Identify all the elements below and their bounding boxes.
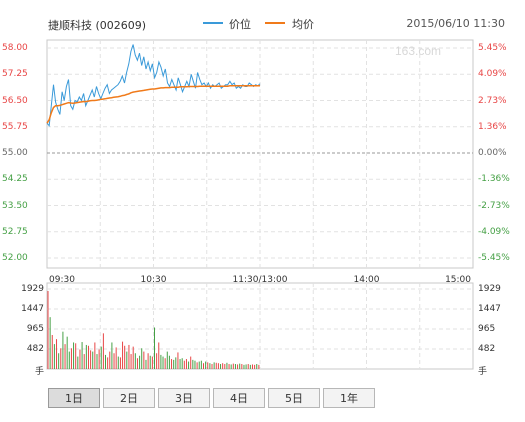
time-tick-label: 15:00 xyxy=(445,275,471,285)
volume-tick-label: 1929 xyxy=(478,284,501,294)
time-tick-label: 14:00 xyxy=(353,275,380,285)
tab-3[interactable]: 3日 xyxy=(158,388,210,408)
average-series-line xyxy=(46,85,260,124)
price-tick-label: 55.75 xyxy=(2,121,28,132)
price-tick-label: 52.75 xyxy=(2,226,28,237)
percent-tick-label: 4.09% xyxy=(478,69,507,80)
price-tick-label: 55.00 xyxy=(2,148,28,158)
volume-tick-label: 1447 xyxy=(478,304,501,314)
price-tick-label: 54.25 xyxy=(2,174,28,185)
stock-title: 捷顺科技 (002609) xyxy=(48,19,147,32)
percent-tick-label: -4.09% xyxy=(478,226,510,237)
legend-avg-label: 均价 xyxy=(292,18,314,31)
percent-tick-label: -2.73% xyxy=(478,200,510,211)
time-tick-label: 09:30 xyxy=(49,275,75,285)
time-tick-label: 11:30/13:00 xyxy=(232,275,288,285)
volume-tick-label: 965 xyxy=(26,324,44,334)
percent-tick-label: 2.73% xyxy=(478,95,507,106)
timestamp: 2015/06/10 11:30 xyxy=(406,17,505,30)
legend-avg-swatch xyxy=(265,22,285,24)
watermark: 163.com xyxy=(395,44,441,58)
percent-tick-label: -1.36% xyxy=(478,174,510,185)
volume-tick-label: 1447 xyxy=(21,304,44,314)
tab-6[interactable]: 1年 xyxy=(323,388,375,408)
volume-tick-label: 965 xyxy=(478,324,496,334)
volume-tick-label: 手 xyxy=(478,367,488,377)
tab-4[interactable]: 4日 xyxy=(213,388,265,408)
tab-2[interactable]: 2日 xyxy=(103,388,155,408)
legend-price-label: 价位 xyxy=(229,18,251,31)
legend-price-swatch xyxy=(203,22,223,24)
percent-tick-label: 5.45% xyxy=(478,43,507,53)
volume-tick-label: 手 xyxy=(34,367,44,377)
price-tick-label: 53.50 xyxy=(2,200,28,211)
percent-tick-label: 0.00% xyxy=(478,148,507,158)
percent-tick-label: 1.36% xyxy=(478,121,507,132)
price-tick-label: 58.00 xyxy=(2,43,28,53)
tab-1[interactable]: 1日 xyxy=(48,388,100,408)
time-tick-label: 10:30 xyxy=(140,275,167,285)
price-tick-label: 56.50 xyxy=(2,95,28,106)
price-tick-label: 52.00 xyxy=(2,253,28,263)
percent-tick-label: -5.45% xyxy=(478,253,510,263)
volume-tick-label: 482 xyxy=(26,344,44,354)
volume-tick-label: 482 xyxy=(478,344,496,354)
price-tick-label: 57.25 xyxy=(2,69,28,80)
volume-tick-label: 1929 xyxy=(21,284,44,294)
tab-5[interactable]: 5日 xyxy=(268,388,320,408)
